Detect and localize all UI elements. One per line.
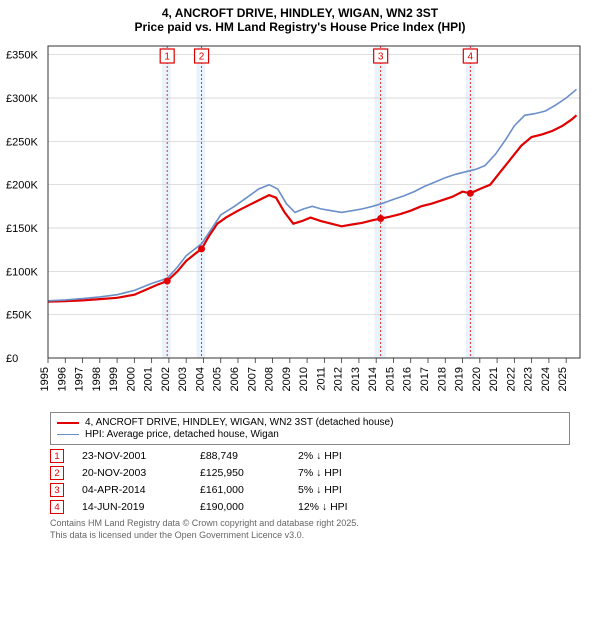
title-line-2: Price paid vs. HM Land Registry's House … (10, 20, 590, 34)
x-tick-label: 2022 (505, 367, 517, 391)
sales-diff: 7% ↓ HPI (298, 467, 388, 479)
sales-date: 14-JUN-2019 (82, 501, 182, 513)
legend-swatch (57, 422, 79, 424)
x-tick-label: 2005 (212, 367, 224, 391)
x-tick-label: 2009 (281, 367, 293, 391)
marker-number: 1 (164, 52, 170, 63)
marker-number: 4 (468, 52, 474, 63)
sales-row: 2 20-NOV-2003 £125,950 7% ↓ HPI (50, 466, 570, 480)
sales-marker: 4 (50, 500, 64, 514)
footer: Contains HM Land Registry data © Crown c… (50, 518, 570, 541)
sale-dot (198, 245, 205, 252)
sales-diff: 2% ↓ HPI (298, 450, 388, 462)
title-line-1: 4, ANCROFT DRIVE, HINDLEY, WIGAN, WN2 3S… (10, 6, 590, 20)
sales-table: 1 23-NOV-2001 £88,749 2% ↓ HPI 2 20-NOV-2003 £… (50, 449, 570, 514)
x-tick-label: 2014 (367, 367, 379, 391)
marker-number: 3 (378, 52, 384, 63)
sales-price: £88,749 (200, 450, 280, 462)
y-tick-label: £350K (6, 50, 38, 62)
chart-area: £0 £50K £100K £150K £200K £250K £300K £350K 1995… (6, 38, 590, 408)
x-tick-label: 2003 (177, 367, 189, 391)
x-tick-label: 2010 (298, 367, 310, 391)
sale-dot (467, 190, 474, 197)
legend-row: HPI: Average price, detached house, Wiga… (57, 429, 563, 440)
sales-diff: 5% ↓ HPI (298, 484, 388, 496)
x-tick-label: 2024 (540, 367, 552, 391)
chart-svg: £0 £50K £100K £150K £200K £250K £300K £350K 1995… (6, 38, 586, 408)
x-tick-label: 2004 (194, 367, 206, 391)
sales-diff: 12% ↓ HPI (298, 501, 388, 513)
sales-price: £161,000 (200, 484, 280, 496)
sales-row: 1 23-NOV-2001 £88,749 2% ↓ HPI (50, 449, 570, 463)
sales-date: 23-NOV-2001 (82, 450, 182, 462)
footer-line-2: This data is licensed under the Open Gov… (50, 530, 570, 542)
sale-dot (164, 278, 171, 285)
sales-price: £125,950 (200, 467, 280, 479)
x-tick-label: 2011 (315, 367, 327, 391)
sale-dot (377, 215, 384, 222)
x-tick-label: 1996 (56, 367, 68, 391)
legend-label: 4, ANCROFT DRIVE, HINDLEY, WIGAN, WN2 3S… (85, 417, 393, 428)
legend-row: 4, ANCROFT DRIVE, HINDLEY, WIGAN, WN2 3S… (57, 417, 563, 428)
legend-swatch (57, 434, 79, 435)
footer-line-1: Contains HM Land Registry data © Crown c… (50, 518, 570, 530)
sales-marker: 1 (50, 449, 64, 463)
x-tick-label: 2002 (160, 367, 172, 391)
legend: 4, ANCROFT DRIVE, HINDLEY, WIGAN, WN2 3S… (50, 412, 570, 445)
x-tick-label: 2021 (488, 367, 500, 391)
x-tick-label: 1998 (91, 367, 103, 391)
sales-row: 3 04-APR-2014 £161,000 5% ↓ HPI (50, 483, 570, 497)
x-tick-label: 2007 (246, 367, 258, 391)
x-tick-label: 2018 (436, 367, 448, 391)
x-tick-label: 2020 (471, 367, 483, 391)
y-tick-label: £250K (6, 136, 38, 148)
x-tick-label: 2019 (454, 367, 466, 391)
sales-price: £190,000 (200, 501, 280, 513)
sales-marker: 2 (50, 466, 64, 480)
x-tick-label: 2016 (402, 367, 414, 391)
chart-title-block: 4, ANCROFT DRIVE, HINDLEY, WIGAN, WN2 3S… (0, 0, 600, 38)
sales-date: 20-NOV-2003 (82, 467, 182, 479)
sales-date: 04-APR-2014 (82, 484, 182, 496)
y-tick-label: £300K (6, 93, 38, 105)
y-tick-label: £0 (6, 353, 18, 365)
x-tick-label: 2017 (419, 367, 431, 391)
x-tick-label: 1999 (108, 367, 120, 391)
x-tick-label: 1995 (39, 367, 51, 391)
y-tick-label: £50K (6, 310, 32, 322)
x-tick-label: 2000 (125, 367, 137, 391)
y-tick-label: £150K (6, 223, 38, 235)
sales-row: 4 14-JUN-2019 £190,000 12% ↓ HPI (50, 500, 570, 514)
x-tick-label: 1997 (74, 367, 86, 391)
x-tick-label: 2008 (264, 367, 276, 391)
x-tick-label: 2006 (229, 367, 241, 391)
x-tick-label: 2012 (333, 367, 345, 391)
y-tick-label: £100K (6, 266, 38, 278)
x-tick-label: 2001 (143, 367, 155, 391)
legend-label: HPI: Average price, detached house, Wiga… (85, 429, 279, 440)
x-tick-label: 2023 (523, 367, 535, 391)
x-tick-label: 2025 (557, 367, 569, 391)
x-tick-label: 2013 (350, 367, 362, 391)
y-tick-label: £200K (6, 180, 38, 192)
marker-number: 2 (199, 52, 205, 63)
sales-marker: 3 (50, 483, 64, 497)
x-tick-label: 2015 (384, 367, 396, 391)
